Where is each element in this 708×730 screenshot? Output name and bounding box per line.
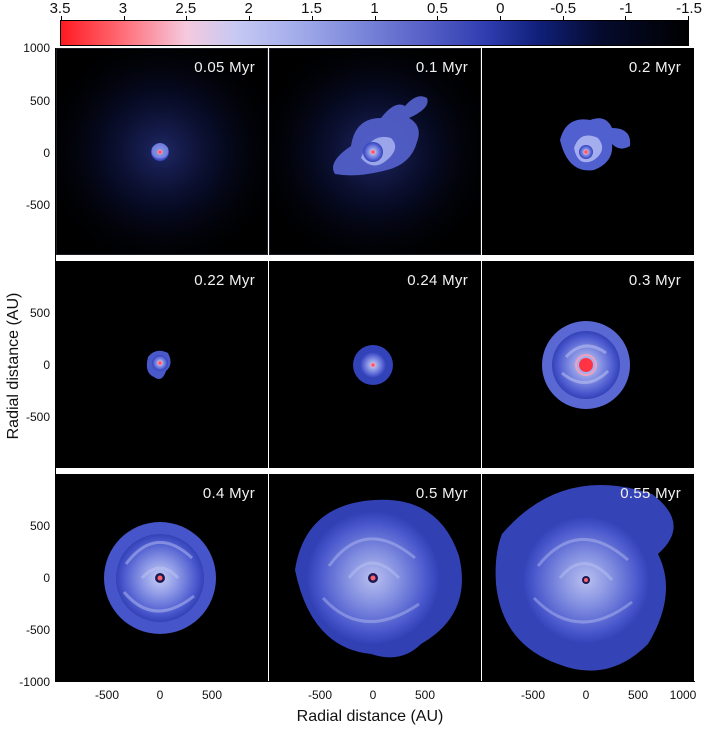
x-tick-label: 500 <box>627 688 649 702</box>
x-tick-label: 500 <box>201 688 223 702</box>
colorbar-tick-label: 1 <box>370 0 379 17</box>
disk-panel-1: 0.05 Myr <box>56 48 268 255</box>
disk-image-1 <box>56 48 268 255</box>
time-label: 0.2 Myr <box>628 59 681 76</box>
x-tick-label: 0 <box>369 688 377 702</box>
y-tick-label: 0 <box>43 571 50 585</box>
colorbar <box>60 16 689 46</box>
colorbar-tick-label: 1.5 <box>301 0 323 17</box>
colorbar-tickmark <box>123 16 125 21</box>
colorbar-tick-labels: 3.5 3 2.5 2 1.5 1 0.5 0 -0.5 -1 -1.5 <box>50 0 702 18</box>
y-tick-label: -500 <box>25 410 50 424</box>
time-label: 0.55 Myr <box>620 485 681 502</box>
colorbar-tick-label: 3.5 <box>49 0 71 17</box>
disk-panel-7: 0.4 Myr <box>56 474 268 681</box>
left-axis-line <box>55 48 56 682</box>
y-tick-label: 500 <box>29 94 50 108</box>
colorbar-tick-label: -1.5 <box>676 0 702 17</box>
disk-panel-8: 0.5 Myr <box>269 474 481 681</box>
y-tick-label: 500 <box>29 519 50 533</box>
time-label: 0.24 Myr <box>407 272 468 289</box>
colorbar-tickmark <box>61 16 62 21</box>
disk-image-8 <box>269 474 481 681</box>
x-tick-label: 0 <box>156 688 164 702</box>
x-tick-label: 1000 <box>669 688 697 702</box>
y-tick-label: 500 <box>29 306 50 320</box>
time-label: 0.05 Myr <box>194 59 255 76</box>
time-label: 0.4 Myr <box>202 485 255 502</box>
colorbar-tick-label: -1 <box>619 0 633 17</box>
x-tick-label: -500 <box>94 688 120 702</box>
colorbar-tick-label: 3 <box>118 0 128 17</box>
x-tick-label: -500 <box>520 688 546 702</box>
colorbar-tickmark <box>688 16 689 21</box>
disk-panel-4: 0.22 Myr <box>56 261 268 468</box>
colorbar-tickmark <box>311 16 313 21</box>
disk-image-3 <box>482 48 694 255</box>
time-label: 0.3 Myr <box>628 272 681 289</box>
y-tick-label: 0 <box>43 146 50 160</box>
colorbar-tick-label: -0.5 <box>550 0 577 17</box>
time-label: 0.1 Myr <box>415 59 468 76</box>
disk-image-5 <box>269 261 481 468</box>
x-tick-label: 0 <box>582 688 590 702</box>
y-tick-label: -500 <box>25 623 50 637</box>
colorbar-tickmark <box>374 16 376 21</box>
y-tick-label: -1000 <box>19 675 50 689</box>
disk-image-2 <box>269 48 481 255</box>
x-tick-label: -500 <box>307 688 333 702</box>
colorbar-tick-label: 0 <box>496 0 505 17</box>
disk-image-6 <box>482 261 694 468</box>
bottom-axis-line <box>55 681 695 682</box>
y-tick-label: 0 <box>43 358 50 372</box>
disk-panel-3: 0.2 Myr <box>482 48 694 255</box>
colorbar-tick-label: 2 <box>244 0 253 17</box>
x-tick-label: 500 <box>414 688 436 702</box>
y-tick-label: -500 <box>25 198 50 212</box>
y-axis-title: Radial distance (AU) <box>5 292 22 440</box>
colorbar-tickmark <box>625 16 627 21</box>
disk-panel-9: 0.55 Myr <box>482 474 694 681</box>
time-label: 0.5 Myr <box>415 485 468 502</box>
disk-panel-2: 0.1 Myr <box>269 48 481 255</box>
disk-image-7 <box>56 474 268 681</box>
colorbar-tickmark <box>562 16 564 21</box>
colorbar-tickmark <box>186 16 188 21</box>
colorbar-tick-label: 2.5 <box>175 0 197 17</box>
colorbar-tickmark <box>437 16 439 21</box>
disk-image-9 <box>482 474 694 681</box>
x-axis-title: Radial distance (AU) <box>296 708 444 725</box>
disk-panel-5: 0.24 Myr <box>269 261 481 468</box>
disk-image-4 <box>56 261 268 468</box>
time-label: 0.22 Myr <box>194 272 255 289</box>
colorbar-tick-label: 0.5 <box>426 0 448 17</box>
y-tick-label: 1000 <box>23 41 50 55</box>
colorbar-tickmark <box>499 16 501 21</box>
colorbar-tickmark <box>249 16 251 21</box>
disk-panel-6: 0.3 Myr <box>482 261 694 468</box>
